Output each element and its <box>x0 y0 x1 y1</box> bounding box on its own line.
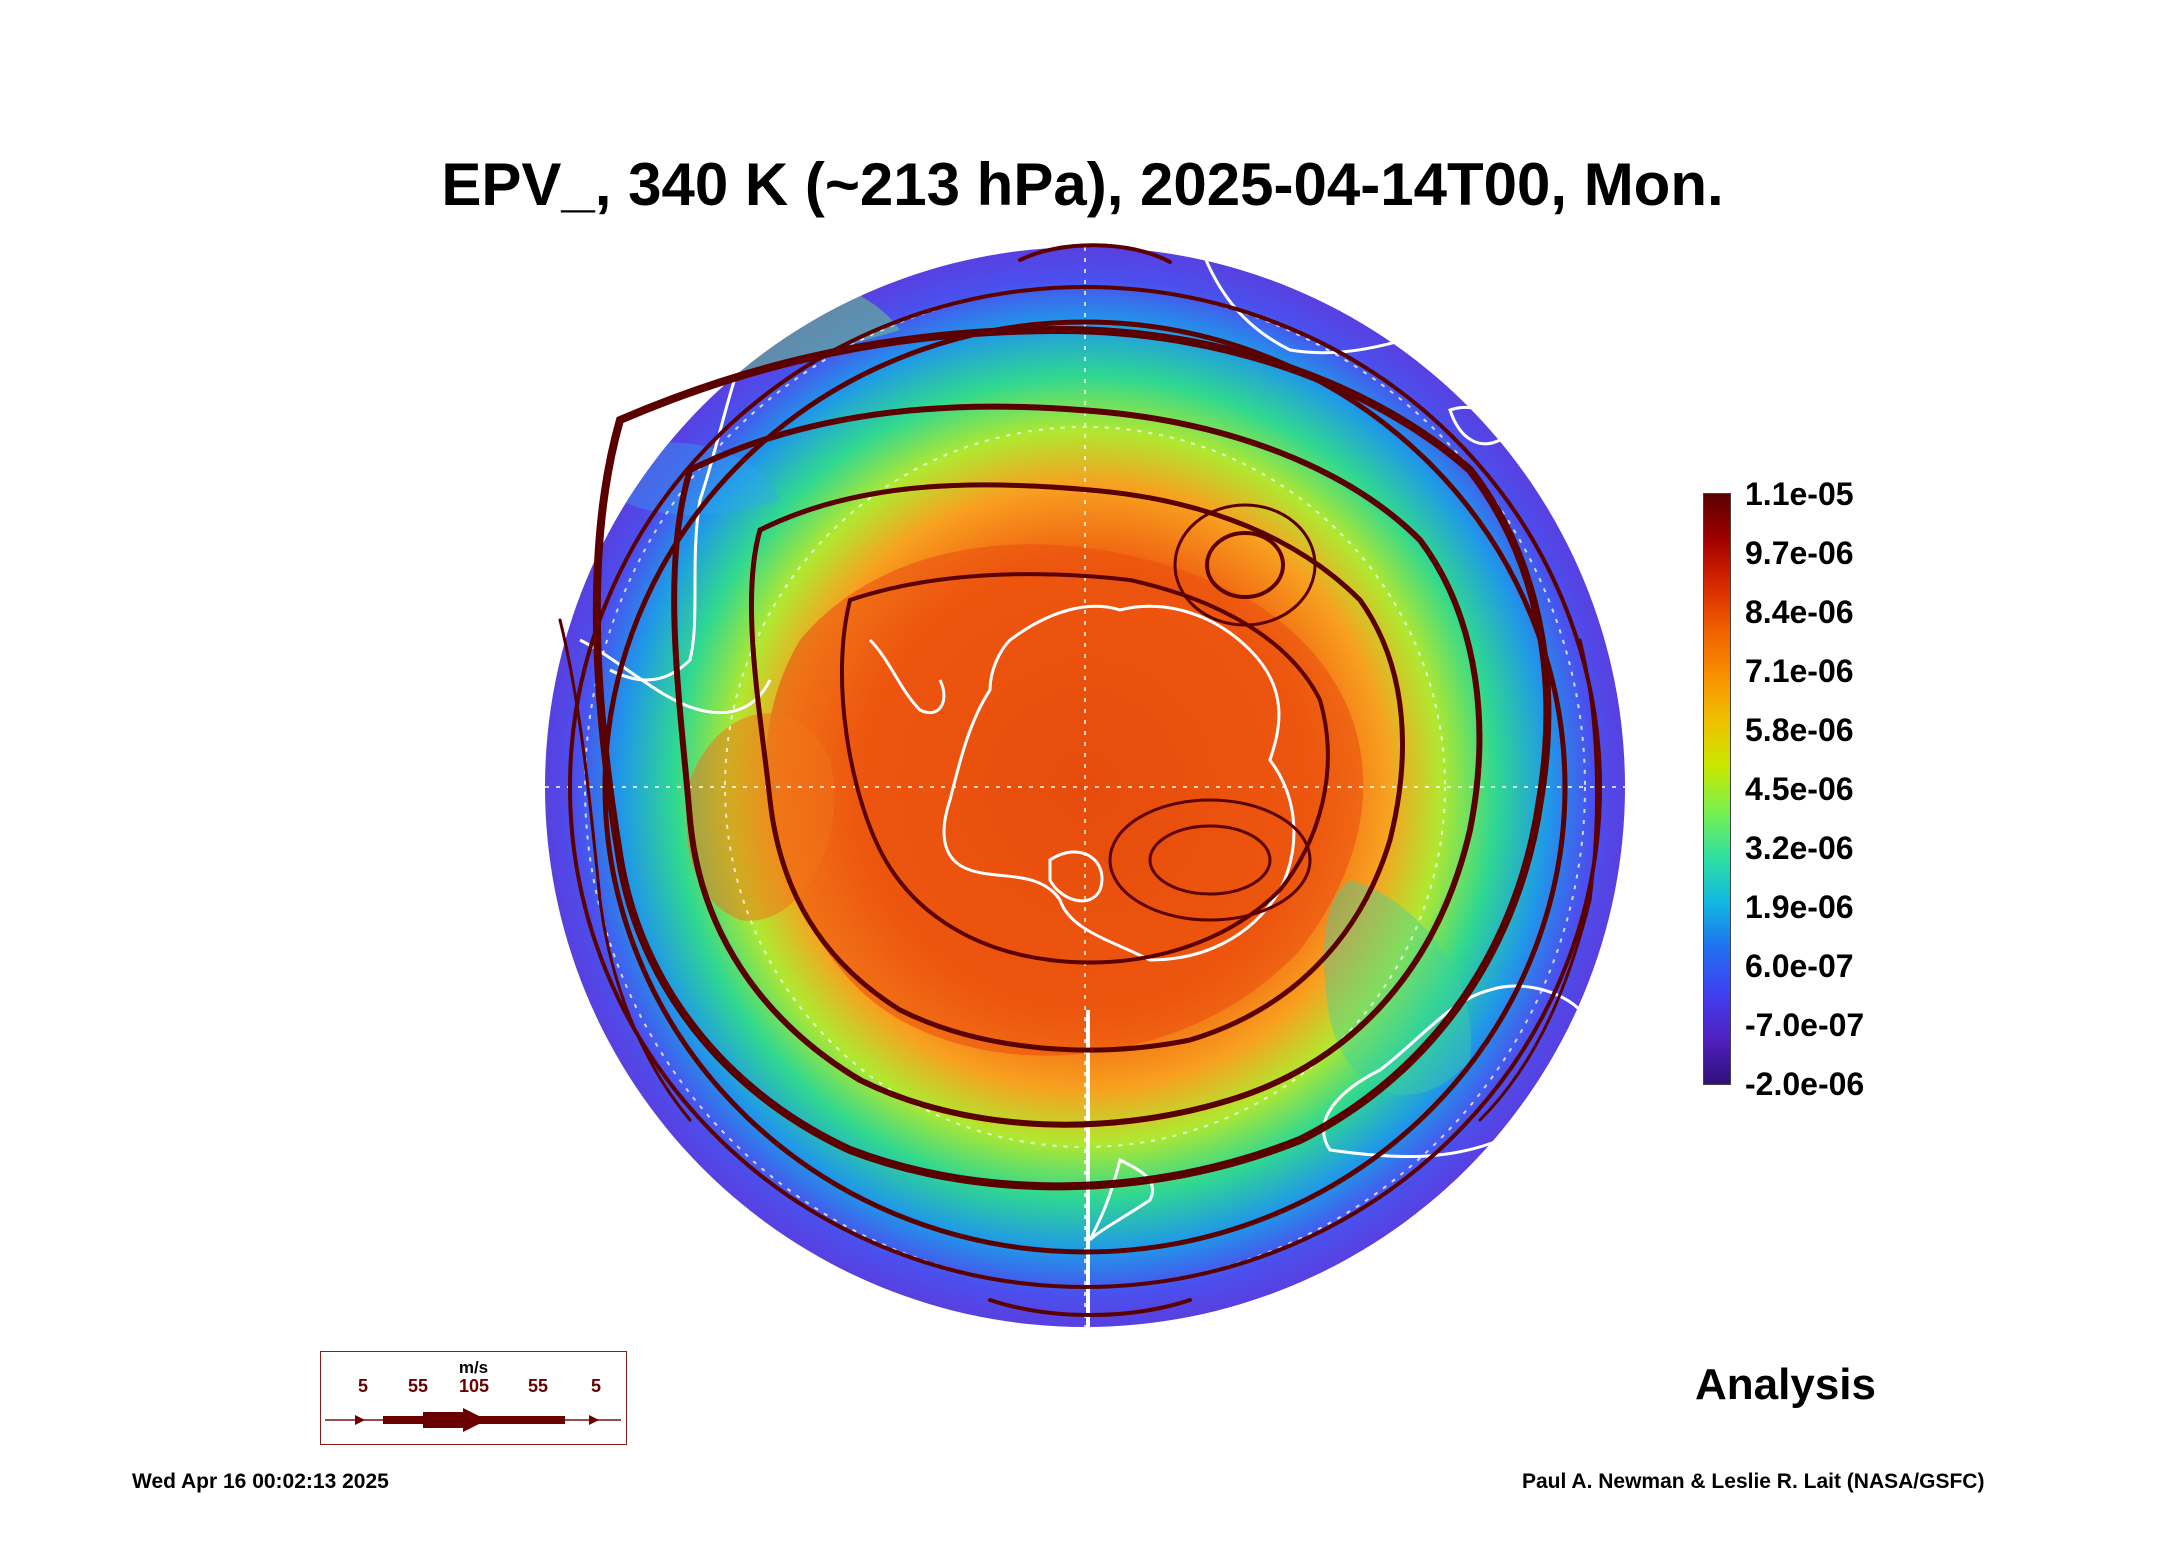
footer-credit: Paul A. Newman & Leslie R. Lait (NASA/GS… <box>1522 1470 1985 1493</box>
legend-speed-label: 5 <box>590 1376 602 1396</box>
legend-speed-label: 55 <box>527 1376 549 1396</box>
legend-speed-label: 5 <box>357 1376 369 1396</box>
wind-streamlines <box>558 243 1602 1317</box>
legend-units: m/s <box>458 1358 489 1377</box>
colorbar-label: 8.4e-06 <box>1745 594 1854 630</box>
wind-speed-legend: m/s 5 55 105 55 5 <box>320 1351 627 1445</box>
legend-speed-label: 105 <box>458 1376 490 1396</box>
colorbar-label: 1.1e-05 <box>1745 476 1854 512</box>
map-title: EPV_, 340 K (~213 hPa), 2025-04-14T00, M… <box>441 151 1724 218</box>
colorbar-label: 4.5e-06 <box>1745 771 1854 807</box>
legend-speed-label: 55 <box>407 1376 429 1396</box>
footer-timestamp: Wed Apr 16 00:02:13 2025 <box>132 1470 389 1493</box>
colorbar-label: 1.9e-06 <box>1745 889 1854 925</box>
panel-label: Analysis <box>1695 1360 1876 1409</box>
colorbar-label: -2.0e-06 <box>1745 1066 1865 1102</box>
colorbar-label: 6.0e-07 <box>1745 948 1854 984</box>
legend-arrow-scale <box>325 1408 621 1432</box>
colorbar-label: 5.8e-06 <box>1745 712 1854 748</box>
colorbar-label: 7.1e-06 <box>1745 653 1854 689</box>
colorbar-label: -7.0e-07 <box>1745 1007 1865 1043</box>
colorbar-label: 9.7e-06 <box>1745 535 1854 571</box>
colorbar <box>1703 493 1731 1085</box>
colorbar-label: 3.2e-06 <box>1745 830 1854 866</box>
